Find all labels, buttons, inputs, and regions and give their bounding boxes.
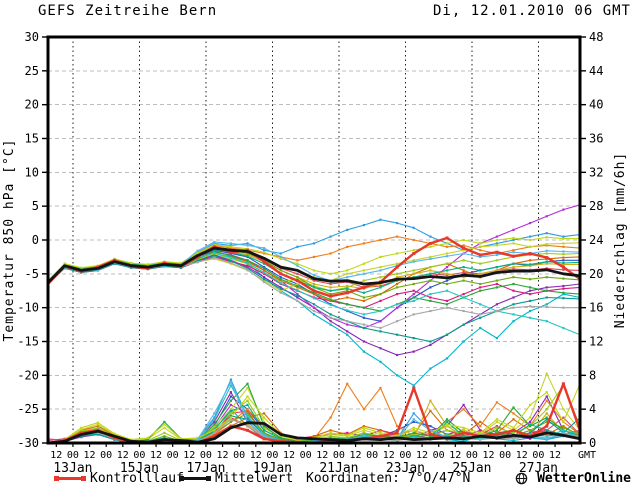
svg-text:00: 00 [366,450,378,461]
brand: WetterOnline [515,470,631,486]
svg-text:5: 5 [32,199,39,213]
svg-text:-20: -20 [17,368,39,382]
svg-text:00: 00 [333,450,345,461]
y-left-axis-title: Temperatur 850 hPa [°C] [2,138,17,341]
axes-layer: -30-25-20-15-10-505101520253004812162024… [17,30,603,476]
run-timestamp: Di, 12.01.2010 06 GMT [432,3,631,19]
svg-text:12: 12 [549,450,561,461]
mean-label: Mittelwert [215,470,294,486]
svg-text:0: 0 [32,233,39,247]
svg-text:25: 25 [25,64,39,78]
control-label: Kontrolllauf [90,470,184,486]
svg-text:20: 20 [589,267,603,281]
svg-text:17Jan: 17Jan [186,461,225,476]
svg-text:48: 48 [589,30,603,44]
mean-line-swatch [179,475,211,481]
svg-text:00: 00 [67,450,79,461]
brand-label: WetterOnline [537,470,631,486]
svg-text:GMT: GMT [578,450,596,461]
svg-text:24: 24 [589,233,603,247]
svg-text:44: 44 [589,64,603,78]
temperature-series-layer [46,203,582,387]
svg-text:40: 40 [589,98,603,112]
svg-text:12: 12 [383,450,395,461]
svg-text:00: 00 [499,450,511,461]
legend-mean-item: Mittelwert [179,470,294,486]
legend-control-item: Kontrolllauf [54,470,184,486]
svg-text:00: 00 [100,450,112,461]
precip-control-line [46,382,582,445]
svg-text:25Jan: 25Jan [452,461,491,476]
svg-text:15: 15 [25,132,39,146]
svg-text:36: 36 [589,132,603,146]
svg-text:13Jan: 13Jan [53,461,92,476]
svg-text:-15: -15 [17,335,39,349]
svg-text:21Jan: 21Jan [319,461,358,476]
svg-text:00: 00 [167,450,179,461]
svg-text:12: 12 [350,450,362,461]
svg-text:4: 4 [589,402,596,416]
svg-text:12: 12 [150,450,162,461]
svg-text:12: 12 [84,450,96,461]
svg-text:28: 28 [589,199,603,213]
svg-text:0: 0 [589,436,596,450]
svg-text:12: 12 [316,450,328,461]
svg-text:12: 12 [50,450,62,461]
svg-text:20: 20 [25,98,39,112]
svg-text:12: 12 [449,450,461,461]
svg-text:12: 12 [183,450,195,461]
temp-mean-line [46,246,582,286]
svg-text:-30: -30 [17,436,39,450]
svg-text:12: 12 [217,450,229,461]
page-title: GEFS Zeitreihe Bern [38,3,218,19]
svg-text:19Jan: 19Jan [253,461,292,476]
plot-border [46,35,582,445]
svg-text:32: 32 [589,165,603,179]
svg-text:23Jan: 23Jan [386,461,425,476]
svg-text:-25: -25 [17,402,39,416]
control-line-swatch [54,475,86,481]
svg-text:8: 8 [589,368,596,382]
svg-text:30: 30 [25,30,39,44]
svg-text:00: 00 [399,450,411,461]
svg-text:12: 12 [416,450,428,461]
coordinates-label: Koordinaten: 7°O/47°N [306,470,471,486]
svg-text:00: 00 [200,450,212,461]
svg-text:12: 12 [117,450,129,461]
svg-text:12: 12 [483,450,495,461]
svg-text:00: 00 [300,450,312,461]
svg-text:15Jan: 15Jan [120,461,159,476]
svg-text:27Jan: 27Jan [519,461,558,476]
precipitation-series-layer [46,372,582,445]
svg-text:00: 00 [532,450,544,461]
svg-text:16: 16 [589,301,603,315]
svg-text:00: 00 [133,450,145,461]
svg-text:-5: -5 [25,267,39,281]
svg-text:12: 12 [283,450,295,461]
svg-text:00: 00 [233,450,245,461]
svg-text:00: 00 [466,450,478,461]
svg-text:10: 10 [25,165,39,179]
svg-text:00: 00 [266,450,278,461]
svg-text:12: 12 [250,450,262,461]
svg-text:12: 12 [589,335,603,349]
y-right-axis-title: Niederschlag [mm/6h] [613,152,628,329]
globe-icon [515,472,528,484]
svg-text:-10: -10 [17,301,39,315]
svg-text:12: 12 [516,450,528,461]
svg-text:00: 00 [433,450,445,461]
legend: Kontrolllauf Mittelwert Koordinaten: 7°O… [0,470,634,490]
